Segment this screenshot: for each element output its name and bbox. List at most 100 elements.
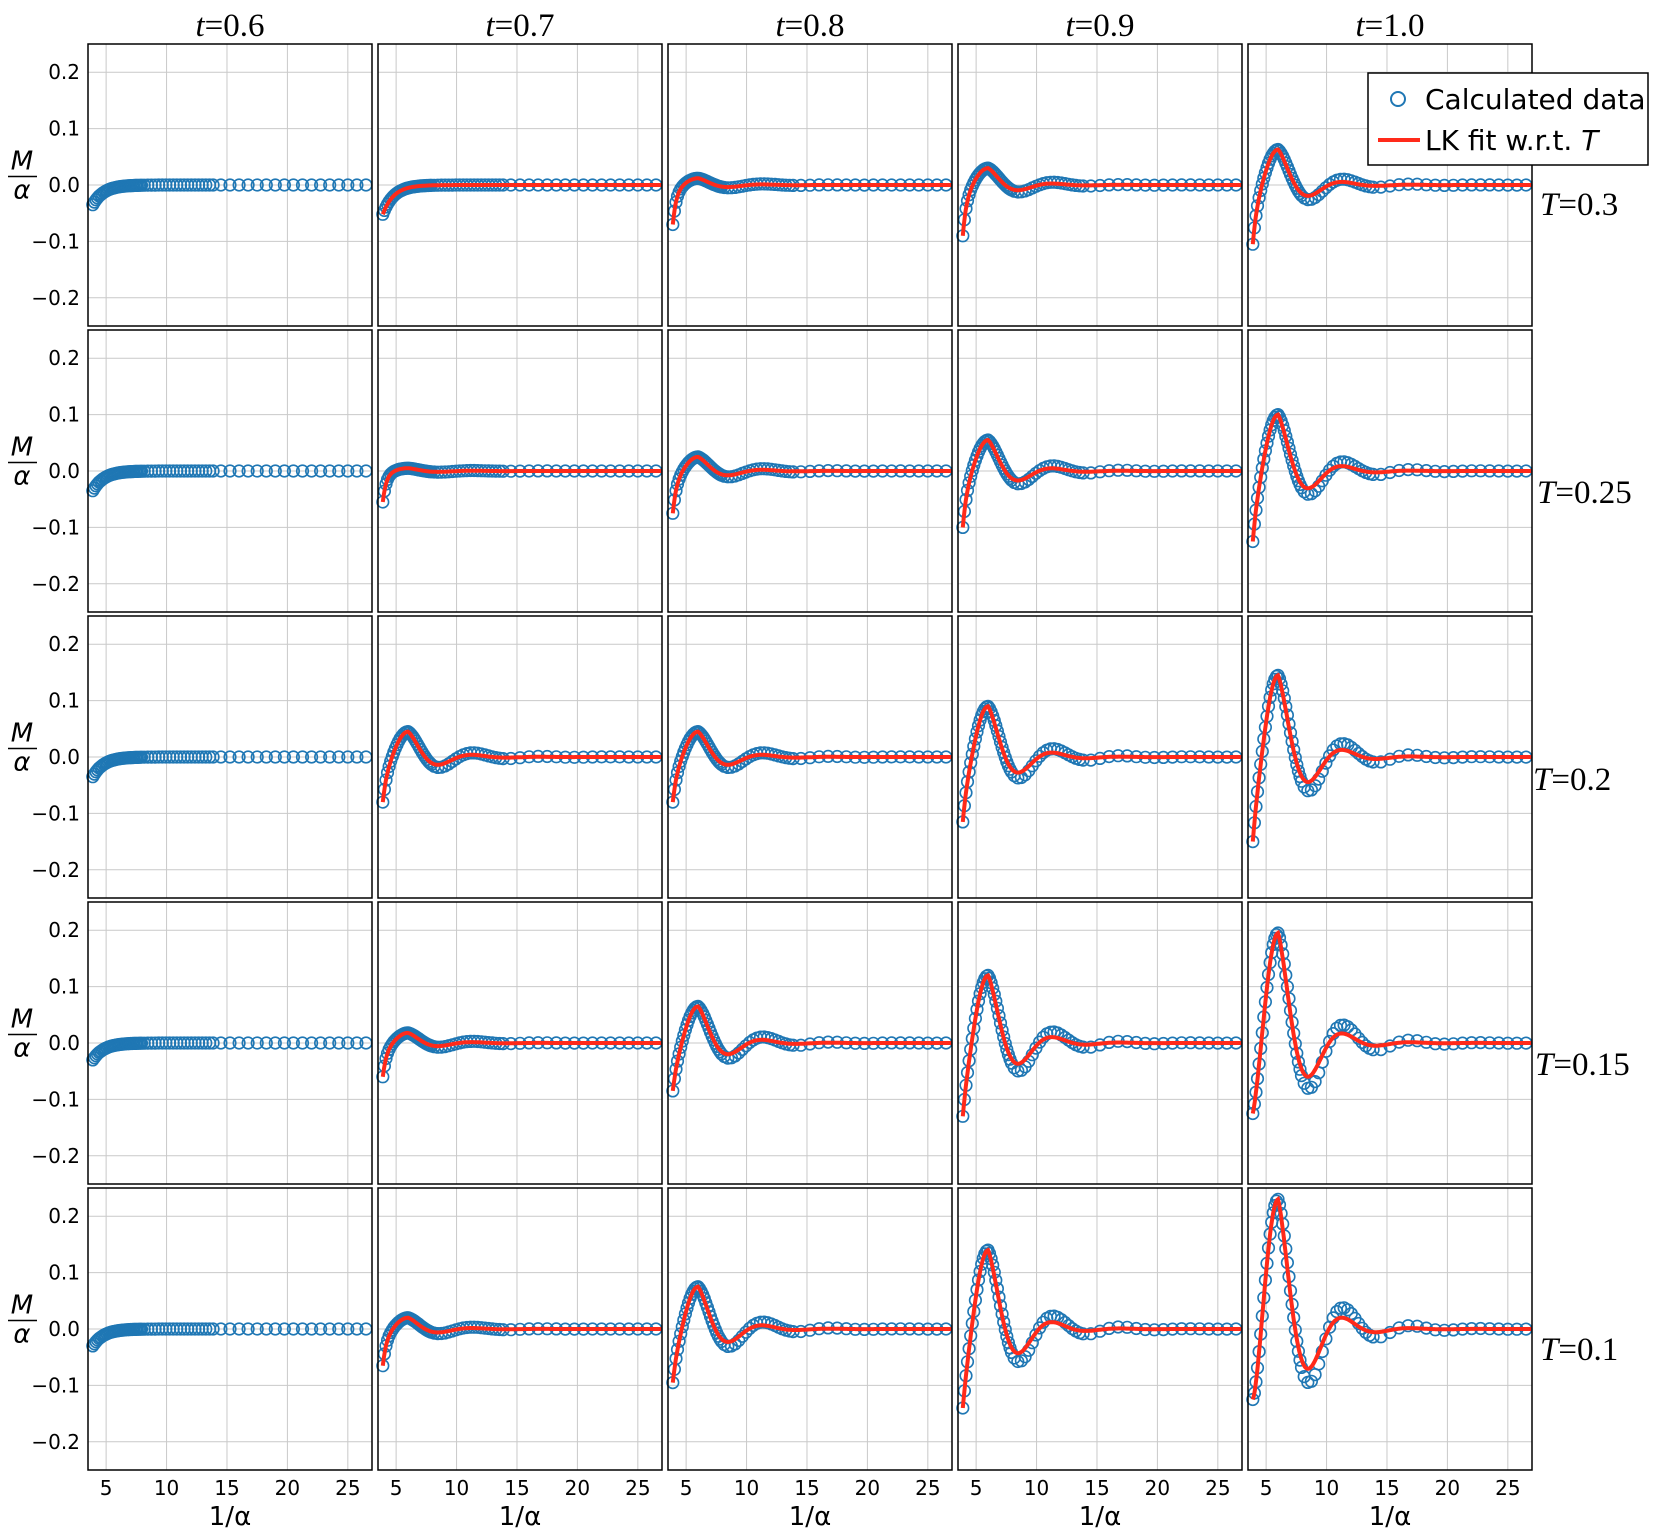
data-point — [350, 750, 364, 764]
panel-frame — [1247, 901, 1533, 1185]
data-point — [286, 464, 301, 478]
data-point — [250, 1036, 264, 1050]
x-tick-label: 20 — [275, 1476, 300, 1500]
data-point — [277, 1036, 292, 1050]
data-point — [1076, 1327, 1090, 1341]
fit-line — [380, 183, 662, 216]
data-point — [1401, 1033, 1415, 1047]
column-title: t=1.0 — [1355, 8, 1424, 44]
panel-frame — [1247, 615, 1533, 899]
data-point — [188, 1036, 202, 1050]
data-point — [1341, 1020, 1355, 1034]
y-tick-label: 0.0 — [48, 459, 80, 483]
y-axis-label-denominator: α — [13, 176, 30, 206]
data-point — [305, 1036, 319, 1050]
data-point — [277, 464, 292, 478]
data-point — [188, 750, 202, 764]
y-tick-label: 0.2 — [48, 346, 80, 370]
data-point — [295, 1036, 310, 1050]
panel-r4-c3 — [666, 901, 953, 1185]
data-point — [1029, 1328, 1043, 1342]
data-point — [350, 1322, 364, 1336]
row-label: T=0.3 — [1540, 187, 1618, 223]
fit-line — [380, 729, 662, 803]
panel-grid: −0.2−0.10.00.10.2Mα−0.2−0.10.00.10.2Mα−0… — [8, 43, 1533, 1530]
fit-line — [670, 729, 952, 803]
data-point — [332, 178, 346, 192]
x-tick-label: 5 — [390, 1476, 403, 1500]
panel-frame — [667, 329, 953, 613]
data-point — [323, 178, 337, 192]
data-point — [241, 1322, 255, 1336]
panel-r5-c5: 5 10 15 20 25 1/α — [1246, 1187, 1533, 1530]
panel-r1-c3 — [666, 43, 953, 327]
data-point — [232, 464, 246, 478]
data-point — [268, 464, 282, 478]
y-tick-label: −0.1 — [31, 801, 80, 825]
data-point — [232, 750, 246, 764]
data-point — [206, 464, 220, 478]
y-tick-label: −0.2 — [31, 858, 80, 882]
data-point — [1319, 756, 1333, 770]
panel-r5-c3: 5 10 15 20 25 1/α — [666, 1187, 953, 1530]
row-labels: T=0.3 T=0.25 T=0.2 T=0.15 T=0.1 — [1533, 187, 1632, 1368]
row-label: T=0.1 — [1540, 1332, 1618, 1368]
data-point — [199, 464, 213, 478]
x-tick-label: 25 — [1205, 1476, 1230, 1500]
data-point — [1366, 755, 1380, 769]
panel-frame — [957, 329, 1243, 613]
panel-r3-c3 — [666, 615, 953, 899]
x-tick-label: 15 — [214, 1476, 239, 1500]
data-point — [295, 1322, 310, 1336]
panel-frame — [957, 901, 1243, 1185]
y-tick-label: 0.0 — [48, 173, 80, 197]
data-point — [173, 178, 188, 192]
data-point — [250, 1322, 264, 1336]
column-title: t=0.9 — [1065, 8, 1134, 44]
y-tick-label: 0.2 — [48, 60, 80, 84]
panel-r1-c2 — [376, 43, 663, 327]
data-point — [314, 750, 328, 764]
panel-frame — [377, 1187, 663, 1471]
column-title: t=0.6 — [195, 8, 264, 44]
x-tick-label: 10 — [734, 1476, 759, 1500]
data-point — [173, 1036, 188, 1050]
x-tick-label: 10 — [1024, 1476, 1049, 1500]
panel-r5-c4: 5 10 15 20 25 1/α — [956, 1187, 1243, 1530]
data-point — [1271, 408, 1285, 422]
x-tick-label: 5 — [100, 1476, 113, 1500]
y-tick-label: −0.2 — [31, 572, 80, 596]
data-point — [295, 750, 310, 764]
panel-r3-c2 — [376, 615, 663, 899]
y-tick-label: 0.1 — [48, 975, 80, 999]
column-titles: t=0.6 t=0.7 t=0.8 t=0.9 t=1.0 — [195, 8, 1424, 44]
fit-line — [960, 1247, 1242, 1409]
fit-line — [1250, 147, 1532, 245]
panel-r4-c4 — [956, 901, 1243, 1185]
y-tick-label: −0.1 — [31, 1087, 80, 1111]
panel-frame — [87, 43, 373, 327]
data-point — [1014, 1354, 1029, 1368]
data-point — [1401, 1319, 1415, 1333]
row-label: T=0.2 — [1533, 762, 1611, 798]
data-point — [250, 178, 264, 192]
data-point — [332, 1036, 346, 1050]
x-tick-label: 10 — [444, 1476, 469, 1500]
fit-line — [1250, 929, 1532, 1114]
legend-label-fit: LK fit w.r.t. T — [1425, 124, 1600, 157]
y-tick-label: −0.2 — [31, 1144, 80, 1168]
data-point — [314, 1036, 328, 1050]
panel-frame — [377, 329, 663, 613]
y-tick-label: 0.1 — [48, 689, 80, 713]
fit-line — [380, 1030, 662, 1078]
fit-line — [670, 176, 952, 225]
x-axis-label: 1/α — [499, 1502, 541, 1530]
fit-line — [380, 466, 662, 503]
row-label: T=0.15 — [1535, 1047, 1630, 1083]
panel-r4-c2 — [376, 901, 663, 1185]
data-point — [259, 750, 273, 764]
fit-line — [960, 437, 1242, 528]
data-point — [350, 1036, 364, 1050]
x-tick-label: 25 — [915, 1476, 940, 1500]
x-tick-label: 15 — [794, 1476, 819, 1500]
